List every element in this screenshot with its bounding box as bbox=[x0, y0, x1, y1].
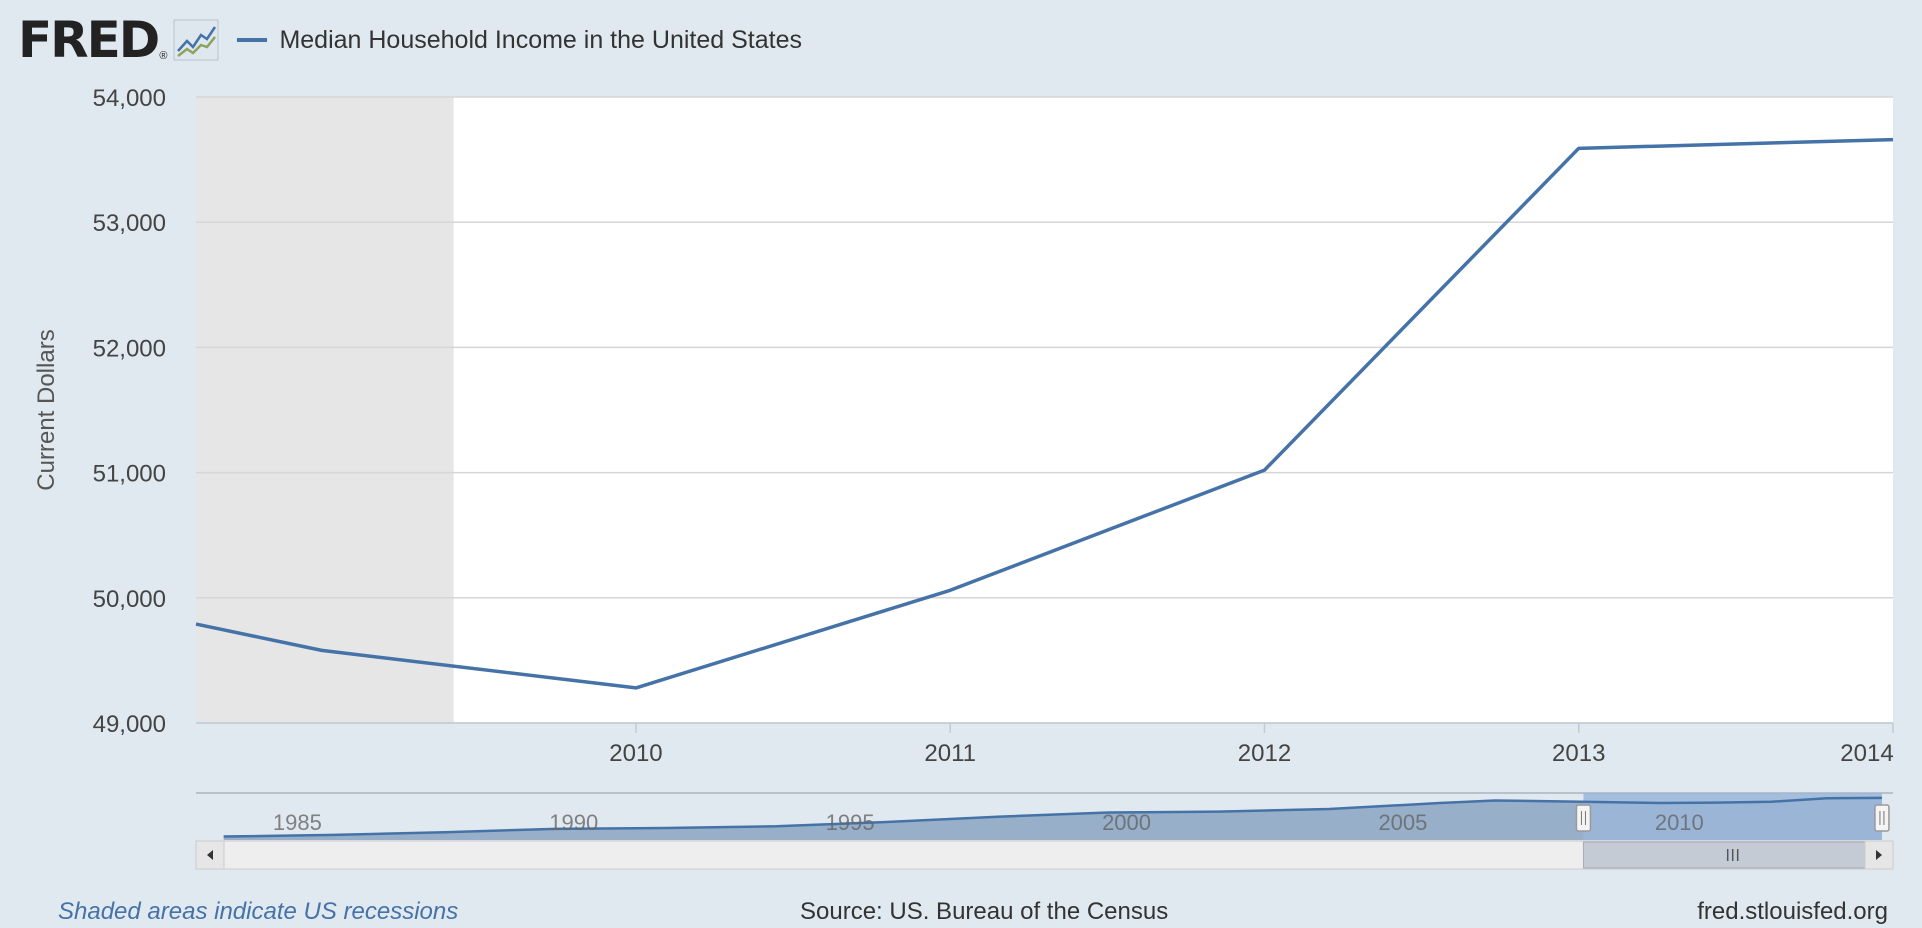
y-tick-label: 51,000 bbox=[93, 461, 166, 488]
navigator-year-label: 1995 bbox=[826, 810, 875, 835]
legend-series-label: Median Household Income in the United St… bbox=[279, 25, 802, 54]
legend-line-swatch bbox=[237, 38, 268, 42]
x-tick-label: 2010 bbox=[609, 740, 662, 767]
navigator-area bbox=[223, 797, 1882, 840]
plot-background bbox=[196, 97, 1893, 723]
logo-registered-mark: ® bbox=[159, 50, 168, 62]
navigator-selected-range bbox=[1583, 793, 1882, 840]
navigator-year-label: 1990 bbox=[549, 810, 598, 835]
recession-band bbox=[196, 97, 454, 723]
site-link[interactable]: fred.stlouisfed.org bbox=[1697, 898, 1888, 925]
y-tick-label: 49,000 bbox=[93, 711, 166, 738]
chart-header: FRED ® Median Household Income in the Un… bbox=[18, 10, 802, 70]
x-tick-label: 2012 bbox=[1238, 740, 1291, 767]
navigator-handle[interactable] bbox=[1575, 804, 1592, 832]
chart-legend[interactable]: Median Household Income in the United St… bbox=[237, 26, 802, 55]
navigator-year-label: 1985 bbox=[273, 810, 322, 835]
fred-logo[interactable]: FRED bbox=[18, 11, 160, 69]
arrow-right-icon bbox=[1876, 850, 1882, 860]
x-tick-label: 2011 bbox=[924, 740, 976, 767]
navigator-year-label: 2000 bbox=[1102, 810, 1151, 835]
arrow-left-icon bbox=[207, 850, 213, 860]
recession-note: Shaded areas indicate US recessions bbox=[58, 898, 459, 925]
fred-chart-icon bbox=[173, 19, 219, 61]
y-axis-label: Current Dollars bbox=[33, 329, 60, 490]
navigator-year-label: 2010 bbox=[1655, 810, 1704, 835]
y-tick-label: 52,000 bbox=[93, 335, 166, 362]
navigator-line bbox=[223, 796, 1882, 838]
navigator-handle[interactable] bbox=[1874, 804, 1890, 832]
series-line bbox=[195, 137, 1894, 690]
range-navigator[interactable]: 1985 1990 1995 2000 2005 2010 bbox=[195, 792, 1894, 870]
x-tick-label: 2013 bbox=[1552, 740, 1605, 767]
source-credit: Source: US. Bureau of the Census bbox=[800, 898, 1169, 925]
y-tick-label: 53,000 bbox=[93, 210, 166, 237]
y-tick-label: 54,000 bbox=[93, 85, 166, 112]
x-tick-label: 2014 bbox=[1840, 740, 1893, 767]
navigator-year-label: 2005 bbox=[1378, 810, 1427, 835]
y-tick-label: 50,000 bbox=[93, 586, 166, 613]
